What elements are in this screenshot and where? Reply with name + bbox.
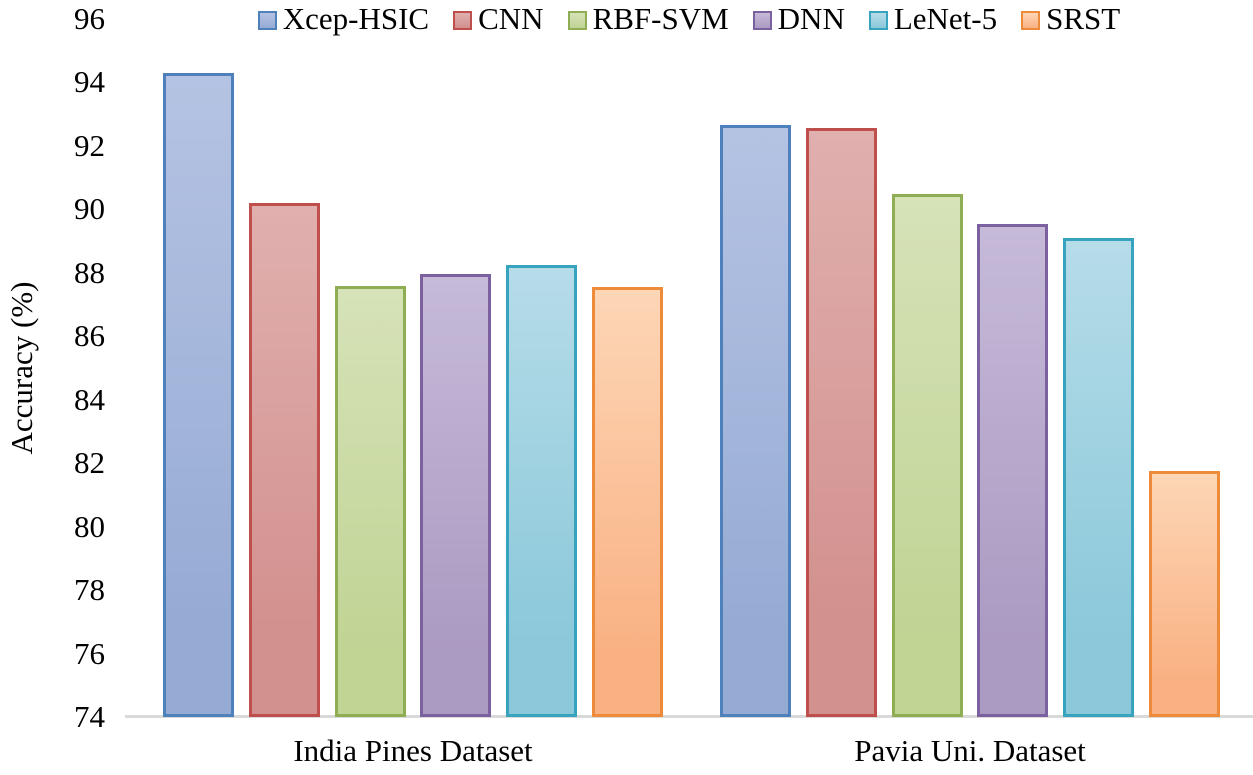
- bar-cnn-group1: [248, 203, 320, 717]
- legend-swatch-icon: [868, 11, 888, 30]
- legend-swatch-icon: [1021, 11, 1041, 30]
- y-tick-label: 76: [74, 635, 105, 671]
- bar-srst-group1: [592, 287, 663, 717]
- legend-item-xcep-hsic: Xcep-HSIC: [257, 1, 430, 36]
- y-tick-label: 80: [74, 508, 105, 544]
- legend-item-cnn: CNN: [453, 1, 544, 36]
- legend-swatch-icon: [453, 11, 473, 30]
- y-tick-label: 74: [74, 699, 105, 734]
- y-tick-label: 88: [74, 254, 105, 290]
- legend-label: Xcep-HSIC: [282, 1, 430, 36]
- bar-cnn-group2: [805, 128, 877, 717]
- legend-item-lenet-5: LeNet-5: [868, 1, 998, 36]
- legend-label: CNN: [478, 1, 544, 36]
- y-tick-label: 94: [74, 64, 105, 100]
- y-tick-label: 86: [74, 318, 105, 354]
- x-category-label: Pavia Uni. Dataset: [854, 733, 1086, 768]
- legend-item-srst: SRST: [1021, 2, 1120, 36]
- bar-dnn-group2: [977, 223, 1049, 717]
- bar-lenet-5-group2: [1063, 237, 1135, 717]
- y-tick-label: 78: [74, 572, 105, 608]
- bar-srst-group2: [1149, 471, 1220, 717]
- y-axis-title: Accuracy (%): [4, 281, 39, 455]
- legend-label: DNN: [777, 1, 845, 36]
- bar-xcep-hsic-group2: [720, 125, 791, 717]
- y-tick-label: 92: [74, 127, 105, 163]
- y-tick-label: 82: [74, 445, 105, 481]
- bar-dnn-group1: [420, 274, 492, 717]
- bar-rbf-svm-group1: [334, 285, 406, 717]
- x-category-label: India Pines Dataset: [293, 733, 533, 768]
- legend-label: RBF-SVM: [592, 1, 729, 36]
- legend-label: SRST: [1046, 1, 1121, 36]
- legend-item-rbf-svm: RBF-SVM: [567, 1, 729, 36]
- y-tick-label: 90: [74, 191, 105, 227]
- bar-lenet-5-group1: [506, 264, 578, 717]
- legend-label: LeNet-5: [893, 1, 998, 36]
- legend-item-dnn: DNN: [752, 1, 845, 36]
- y-tick-label: 96: [74, 1, 105, 36]
- legend-swatch-icon: [752, 11, 772, 30]
- legend: Xcep-HSIC CNN RBF-SVM DNN LeNet-5 SRST: [125, 2, 1253, 36]
- bar-xcep-hsic-group1: [163, 72, 234, 717]
- x-axis-line: [125, 715, 1253, 718]
- bar-rbf-svm-group2: [891, 193, 963, 717]
- legend-swatch-icon: [257, 11, 277, 30]
- legend-swatch-icon: [567, 11, 587, 30]
- y-tick-label: 84: [74, 381, 105, 417]
